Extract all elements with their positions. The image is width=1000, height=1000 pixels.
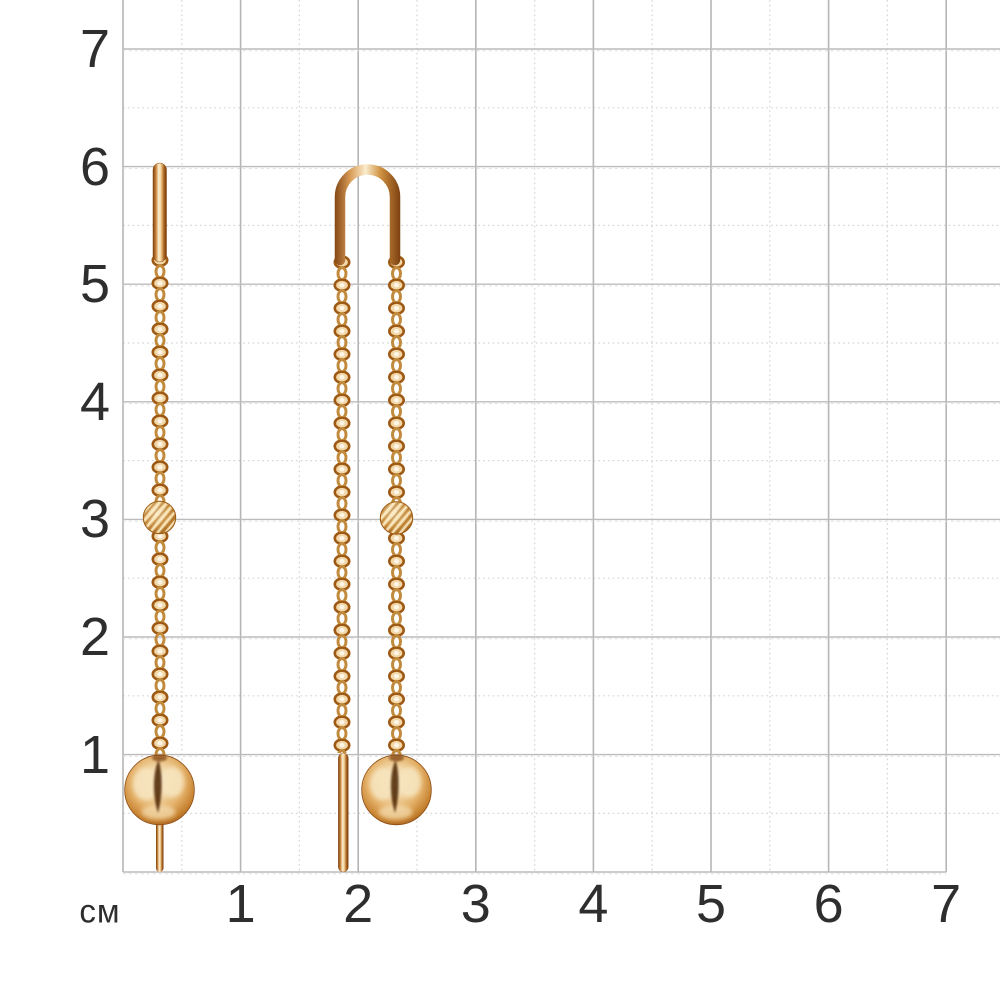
post-tip [156, 815, 164, 872]
faceted-bead [379, 501, 414, 535]
faceted-bead [142, 500, 177, 535]
polished-ball [361, 754, 432, 826]
y-axis-label-7: 7 [79, 19, 111, 79]
y-axis-label-5: 5 [79, 254, 111, 314]
grid-lines [122, 0, 1000, 875]
ear-post-bar [152, 162, 167, 263]
x-axis-label-4: 4 [578, 874, 609, 934]
y-axis-label-3: 3 [79, 489, 111, 549]
y-axis-label-1: 1 [79, 725, 111, 785]
x-axis-label-2: 2 [343, 874, 374, 934]
x-axis-label-5: 5 [695, 874, 727, 934]
earring-straight [124, 162, 195, 872]
chain-front [332, 256, 352, 753]
x-axis-label-3: 3 [460, 874, 491, 934]
earring-folded [332, 164, 432, 873]
x-axis-label-7: 7 [931, 874, 962, 934]
ear-post-bar [338, 752, 349, 873]
y-axis-label-6: 6 [79, 137, 111, 197]
y-axis-label-2: 2 [79, 607, 111, 667]
x-axis-label-1: 1 [225, 874, 256, 934]
x-axis-label-6: 6 [813, 874, 844, 934]
polished-ball [124, 754, 195, 826]
y-axis-label-4: 4 [79, 372, 111, 432]
unit-label-cm: см [79, 892, 121, 930]
ear-wire-hook [334, 164, 401, 266]
